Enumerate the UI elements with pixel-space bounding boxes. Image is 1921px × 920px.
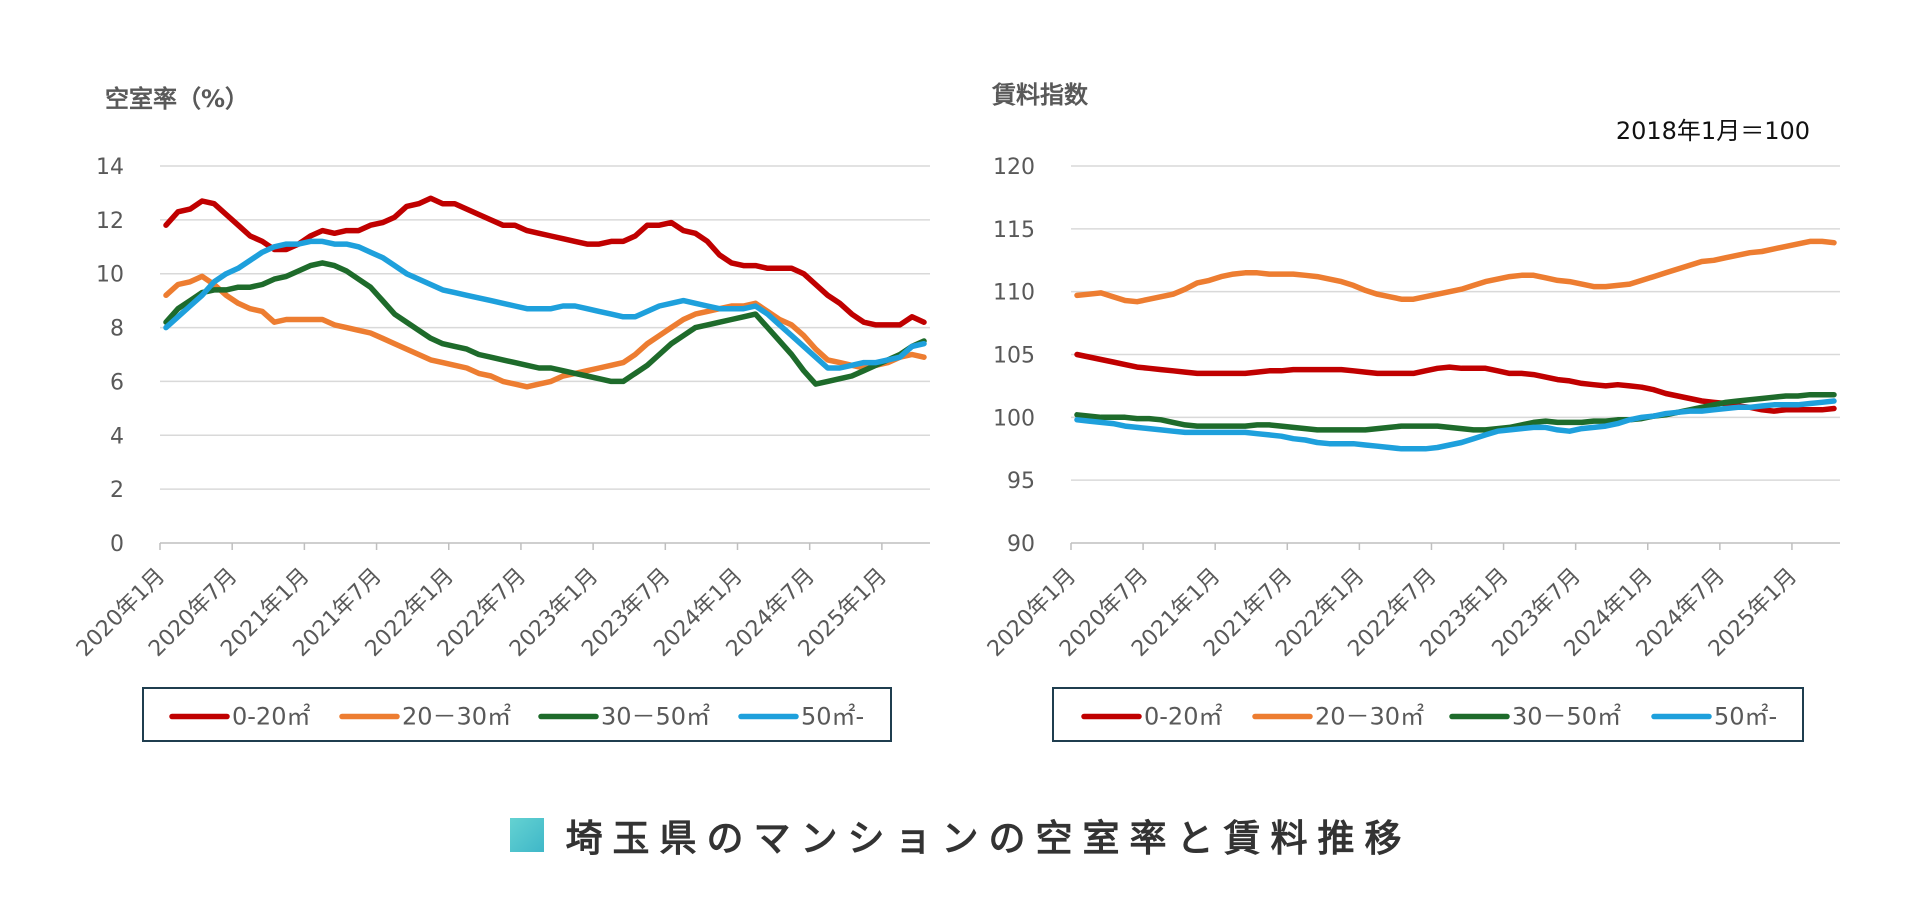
y-tick-label: 100 [993, 406, 1035, 431]
series-line-3 [1074, 391, 1837, 433]
series-line-1 [1074, 351, 1837, 414]
legend-label: 30－50㎡ [601, 703, 710, 731]
y-tick-label: 12 [96, 209, 124, 234]
legend-label: 20－30㎡ [402, 703, 511, 731]
series-line-1 [163, 195, 927, 328]
page-title-text: 埼玉県のマンションの空室率と賃料推移 [565, 817, 1412, 860]
y-tick-label: 0 [110, 532, 124, 557]
chart-title: 空室率（%） [105, 85, 249, 113]
legend-box [1052, 687, 1804, 742]
y-tick-label: 120 [993, 155, 1035, 180]
page-title: 埼玉県のマンションの空室率と賃料推移 [0, 805, 1921, 865]
series-line-2 [1074, 238, 1837, 305]
chart-2: 賃料指数2018年1月＝10090951001051101151202020年1… [983, 81, 1840, 742]
y-tick-label: 2 [110, 478, 124, 503]
legend-label: 0-20㎡ [1144, 703, 1222, 731]
y-tick-label: 4 [110, 424, 124, 449]
y-tick-label: 90 [1007, 532, 1035, 557]
y-tick-label: 6 [110, 370, 124, 395]
y-tick-label: 115 [993, 218, 1035, 243]
series-line-3 [163, 260, 927, 387]
legend-label: 20－30㎡ [1315, 703, 1424, 731]
series-line-4 [163, 238, 927, 371]
series-line-2 [163, 273, 927, 390]
y-tick-label: 110 [993, 281, 1035, 306]
chart-title: 賃料指数 [991, 81, 1089, 109]
title-square-marker [509, 818, 544, 852]
y-tick-label: 95 [1007, 469, 1035, 494]
y-tick-label: 14 [96, 155, 124, 180]
chart-annotation: 2018年1月＝100 [1616, 117, 1810, 145]
chart-1: 空室率（%）024681012142020年1月2020年7月2021年1月20… [72, 85, 930, 742]
legend-label: 30－50㎡ [1512, 703, 1621, 731]
legend-label: 0-20㎡ [232, 703, 310, 731]
series-line-4 [1074, 398, 1837, 452]
y-tick-label: 8 [110, 317, 124, 342]
legend-label: 50㎡- [801, 703, 864, 731]
y-tick-label: 105 [993, 344, 1035, 369]
y-tick-label: 10 [96, 263, 124, 288]
legend-label: 50㎡- [1714, 703, 1777, 731]
